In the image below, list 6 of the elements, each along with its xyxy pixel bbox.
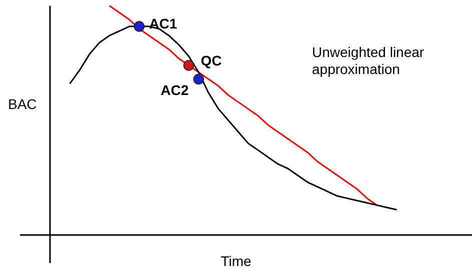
series-label: QC [200,52,222,68]
annotation: Unweighted linear approximation [312,44,424,77]
y-axis-title: BAC [8,96,37,112]
x-axis-title: Time [220,252,252,269]
series-label: AC2 [160,82,189,98]
series-label: AC1 [149,15,178,32]
